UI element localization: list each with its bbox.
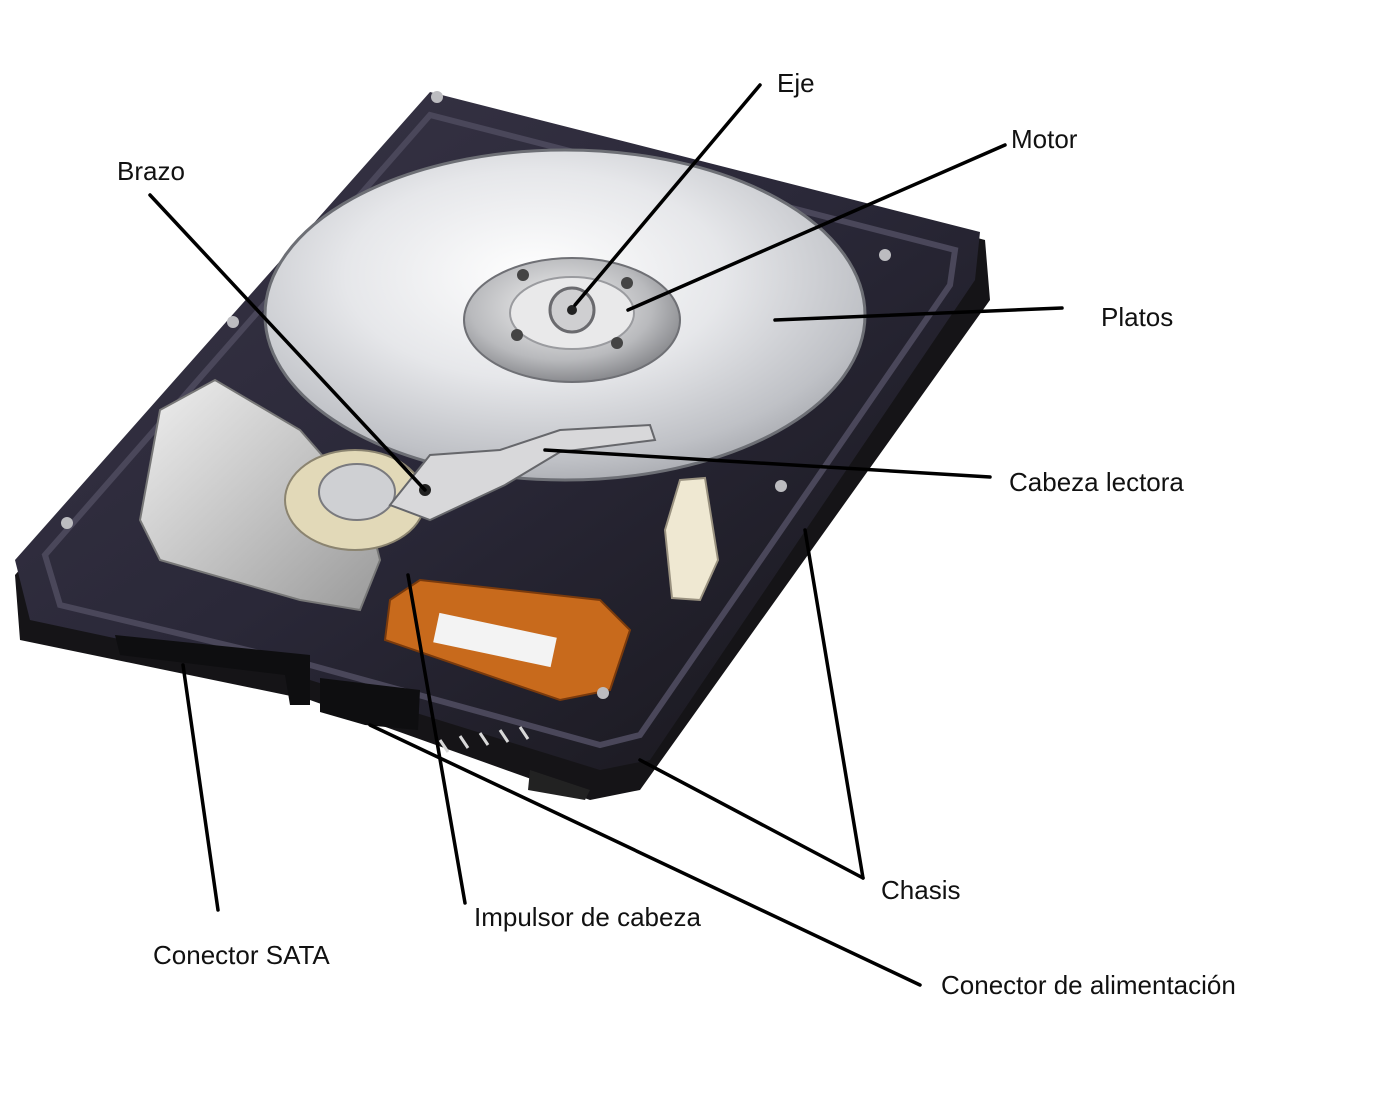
leader-line-cabeza	[543, 448, 992, 479]
label-brazo: Brazo	[117, 156, 185, 186]
label-impulsor-de-cabeza: Impulsor de cabeza	[474, 902, 701, 932]
leader-line-chasis-2	[638, 758, 865, 880]
label-chasis: Chasis	[881, 875, 961, 905]
leader-line-platos	[773, 306, 1064, 322]
leader-line-sata	[181, 663, 220, 912]
leader-lines	[148, 83, 1064, 987]
chassis-screw-5	[775, 480, 787, 492]
connector-pins	[438, 726, 530, 753]
leader-line-brazo	[148, 193, 427, 492]
hub-screw-2	[621, 277, 633, 289]
leader-line-chasis-1	[803, 528, 865, 880]
hub-screw-1	[517, 269, 529, 281]
actuator-pivot-cap	[318, 463, 396, 521]
hub-screw-3	[511, 329, 523, 341]
actuator-bracket	[138, 378, 382, 612]
label-cabeza-lectora: Cabeza lectora	[1009, 467, 1184, 497]
power-connector	[320, 678, 420, 730]
leader-line-alimentacion	[368, 723, 922, 987]
drive-illustration	[15, 91, 990, 800]
leader-line-motor	[626, 143, 1007, 312]
hub-screw-4	[611, 337, 623, 349]
spindle-center	[567, 305, 577, 315]
leader-line-impulsor	[406, 573, 467, 905]
chassis-screw-3	[61, 517, 73, 529]
jumper-block	[528, 770, 590, 800]
chassis-screw-6	[597, 687, 609, 699]
barcode-label	[433, 612, 557, 668]
actuator-arm	[388, 423, 657, 522]
chassis-screw-2	[227, 316, 239, 328]
label-motor: Motor	[1011, 124, 1078, 154]
chassis-screw-1	[431, 91, 443, 103]
latch	[663, 476, 720, 602]
leader-line-eje	[573, 83, 762, 307]
label-eje: Eje	[777, 68, 815, 98]
sata-connector	[115, 635, 310, 705]
label-platos: Platos	[1101, 302, 1174, 332]
chassis-screw-4	[879, 249, 891, 261]
label-conector-de-alimentacion: Conector de alimentación	[941, 970, 1236, 1000]
label-conector-sata: Conector SATA	[153, 940, 330, 970]
